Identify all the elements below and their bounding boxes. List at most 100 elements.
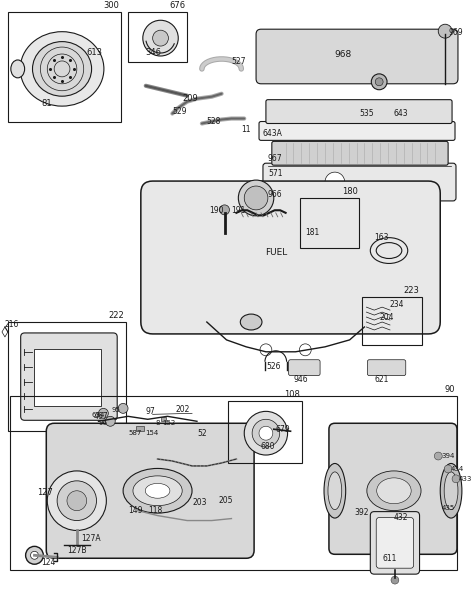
Text: 467: 467 (93, 412, 108, 421)
Circle shape (67, 491, 87, 511)
Text: 149: 149 (128, 506, 143, 515)
Circle shape (219, 205, 229, 215)
FancyBboxPatch shape (21, 333, 117, 421)
Text: 203: 203 (192, 498, 207, 507)
Ellipse shape (145, 484, 170, 498)
Ellipse shape (133, 476, 182, 505)
Text: 202: 202 (175, 405, 190, 414)
Text: 8: 8 (155, 421, 160, 426)
Circle shape (238, 180, 274, 216)
Text: 152: 152 (163, 421, 176, 426)
Circle shape (438, 24, 452, 38)
Text: 613: 613 (87, 48, 103, 56)
Text: 223: 223 (404, 286, 419, 295)
FancyBboxPatch shape (289, 360, 320, 375)
Bar (136, 426, 144, 431)
Text: 154: 154 (145, 430, 158, 436)
Text: 634: 634 (91, 412, 105, 418)
Text: 234: 234 (389, 299, 403, 309)
Text: 967: 967 (268, 154, 283, 163)
Circle shape (371, 74, 387, 90)
Ellipse shape (33, 42, 91, 96)
Text: 205: 205 (219, 496, 233, 505)
Text: 676: 676 (169, 1, 185, 10)
Bar (128, 12, 187, 62)
Circle shape (325, 172, 345, 192)
Text: 392: 392 (355, 508, 369, 517)
Circle shape (26, 546, 43, 564)
FancyBboxPatch shape (272, 141, 448, 165)
Text: 432: 432 (394, 513, 409, 522)
Text: 300: 300 (103, 1, 119, 10)
Text: 621: 621 (374, 375, 389, 384)
Ellipse shape (240, 314, 262, 330)
Circle shape (259, 426, 273, 440)
FancyBboxPatch shape (329, 424, 457, 554)
Circle shape (444, 465, 452, 473)
Text: 209: 209 (182, 94, 198, 103)
Ellipse shape (20, 31, 104, 106)
Text: 204: 204 (379, 312, 394, 321)
FancyBboxPatch shape (256, 29, 458, 84)
Text: 118: 118 (148, 506, 162, 515)
Circle shape (143, 20, 178, 56)
Text: 95: 95 (111, 407, 120, 413)
Circle shape (47, 471, 106, 530)
Circle shape (300, 344, 311, 356)
Circle shape (244, 412, 288, 455)
Bar (363, 297, 421, 345)
Ellipse shape (367, 471, 421, 511)
FancyBboxPatch shape (46, 424, 254, 558)
Text: 216: 216 (5, 320, 19, 328)
Ellipse shape (377, 478, 411, 504)
Bar (8, 322, 126, 431)
Text: 587: 587 (128, 430, 141, 436)
Text: 528: 528 (207, 117, 221, 126)
Circle shape (260, 344, 272, 356)
Text: FUEL: FUEL (264, 248, 287, 257)
Bar (228, 402, 302, 463)
Text: 97: 97 (146, 407, 155, 416)
Text: 124: 124 (41, 558, 56, 567)
Circle shape (452, 475, 460, 483)
Text: 969: 969 (448, 28, 463, 37)
Ellipse shape (440, 463, 462, 518)
Text: 527: 527 (231, 58, 246, 67)
Text: 643A: 643A (263, 129, 283, 138)
Text: 434: 434 (451, 466, 465, 472)
Text: 346: 346 (146, 48, 162, 56)
Text: 394: 394 (441, 453, 455, 459)
Text: 81: 81 (41, 99, 52, 108)
Circle shape (118, 403, 128, 413)
Text: 191: 191 (231, 206, 246, 216)
Ellipse shape (328, 472, 342, 510)
Text: 180: 180 (342, 187, 357, 196)
Text: 190: 190 (209, 206, 223, 216)
Text: 946: 946 (293, 375, 308, 384)
Text: 433: 433 (459, 476, 472, 482)
Text: 127: 127 (37, 488, 53, 497)
FancyBboxPatch shape (141, 181, 440, 334)
Circle shape (244, 186, 268, 210)
Text: 611: 611 (382, 554, 397, 563)
FancyBboxPatch shape (367, 360, 406, 375)
Text: 968: 968 (335, 49, 352, 59)
Text: 163: 163 (374, 233, 389, 242)
Text: 90: 90 (445, 386, 455, 394)
Text: 11: 11 (241, 125, 251, 134)
Text: 535: 535 (359, 109, 374, 118)
Text: 96: 96 (99, 421, 108, 426)
Text: 529: 529 (173, 107, 187, 116)
Bar (10, 396, 457, 570)
Ellipse shape (444, 472, 458, 510)
Circle shape (30, 551, 38, 560)
Circle shape (57, 481, 97, 520)
Text: 222: 222 (109, 311, 124, 320)
Circle shape (105, 416, 115, 426)
Circle shape (391, 576, 399, 584)
Text: 680: 680 (261, 441, 275, 451)
Text: 127A: 127A (81, 534, 100, 543)
Text: 435: 435 (441, 505, 455, 511)
Bar (8, 12, 121, 122)
Circle shape (434, 452, 442, 460)
